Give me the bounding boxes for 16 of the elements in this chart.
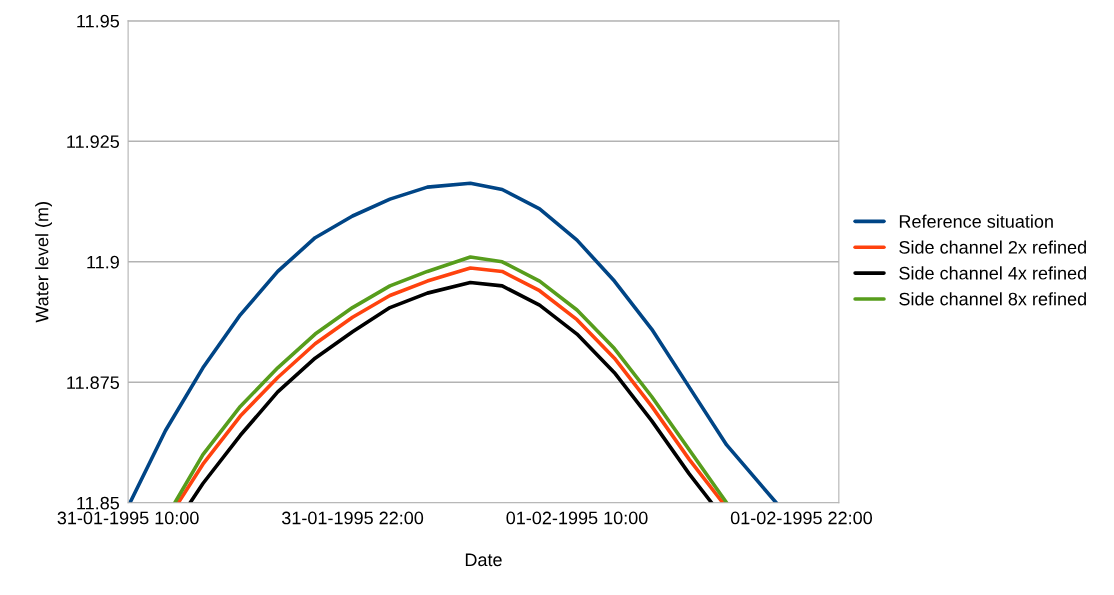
line-series [128, 181, 778, 503]
legend-label: Side channel 2x refined [899, 240, 1086, 254]
y-tick-label: 11.875 [67, 376, 120, 390]
y-tick-label: 11.9 [87, 255, 119, 269]
x-axis-title: Date [465, 553, 502, 567]
y-tick-label: 11.95 [77, 14, 120, 28]
legend-label: Side channel 8x refined [899, 292, 1086, 306]
legend-label: Reference situation [899, 214, 1053, 228]
y-tick-label: 11.925 [67, 135, 120, 149]
x-tick-label: 31-01-1995 10:00 [57, 511, 199, 525]
y-tick-label: 11.85 [77, 496, 120, 510]
legend-label: Side channel 4x refined [899, 266, 1086, 280]
y-axis-title: Water level (m) [35, 202, 52, 323]
x-tick-label: 01-02-1995 10:00 [506, 511, 648, 525]
x-tick-label: 01-02-1995 22:00 [730, 511, 873, 525]
x-tick-label: 31-01-1995 22:00 [281, 511, 424, 525]
